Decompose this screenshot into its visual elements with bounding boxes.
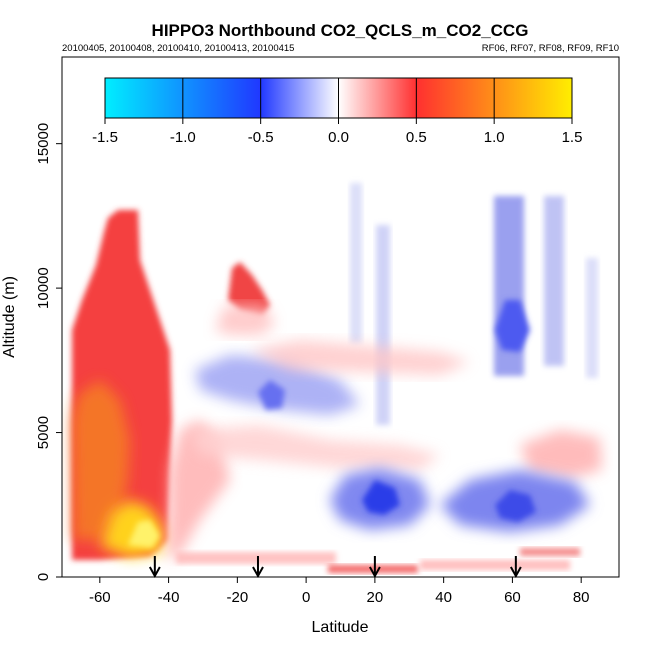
colorbar-tick-label: -0.5 [248,129,274,146]
colorbar-tick-label: -1.0 [170,129,196,146]
y-axis-label: Altitude (m) [1,276,18,358]
chart-title: HIPPO3 Northbound CO2_QCLS_m_CO2_CCG [152,21,529,40]
tropical-blue-core [258,380,285,410]
x-tick-label: -60 [89,589,111,606]
x-tick-label: -40 [158,589,180,606]
y-axis: 0 5000 10000 15000 [35,123,62,581]
equatorial-lower-positive-band [190,425,440,470]
profile-column-1 [350,183,362,343]
northern-mid-negative-core [495,490,536,522]
x-tick-label: 40 [435,589,452,606]
profile-column-2 [376,225,390,425]
southern-midlevel-orange-region [72,380,130,540]
colorbar-tick-label: 1.5 [562,129,583,146]
colorbar: -1.5 -1.0 -0.5 0.0 0.5 1.0 1.5 [92,77,583,146]
colorbar-tick-label: 0.5 [406,129,427,146]
y-tick-label: 5000 [35,416,52,449]
flight-arrow-icon [252,556,264,579]
subtropical-plume-region [228,262,270,315]
x-axis-label: Latitude [312,619,369,636]
colorbar-tick-label: 0.0 [328,129,349,146]
profile-column-5 [586,258,598,378]
equatorial-negative-core [362,480,400,515]
flight-arrows [148,556,522,579]
flight-arrow-icon [148,556,161,579]
profile-column-4 [544,196,564,366]
chart-subtitle-dates: 20100405, 20100408, 20100410, 20100413, … [62,43,294,54]
northern-positive-band-region [520,430,602,478]
x-axis: -60 -40 -20 0 20 40 60 80 [89,576,590,606]
x-tick-label: -20 [227,589,249,606]
x-tick-label: 0 [302,589,310,606]
flight-arrow-icon [369,556,381,579]
northern-upper-negative-core [495,300,530,352]
surface-positive-strip-4 [520,548,580,556]
x-tick-label: 60 [504,589,521,606]
surface-positive-strip-1 [176,552,336,564]
y-tick-label: 15000 [35,123,52,165]
chart-subtitle-flights: RF06, RF07, RF08, RF09, RF10 [482,43,619,54]
heatmap-field [72,183,602,573]
surface-positive-strip-3 [420,560,570,570]
southern-surface-max-core [128,520,160,548]
flight-arrow-icon [509,556,522,579]
midlevel-positive-band [250,340,470,375]
colorbar-tick-label: 1.0 [484,129,505,146]
x-tick-label: 20 [367,589,384,606]
x-tick-label: 80 [573,589,590,606]
surface-positive-strip-2 [328,565,418,573]
y-tick-label: 0 [35,573,52,581]
colorbar-tick-label: -1.5 [92,129,118,146]
subtropical-fringe [215,305,275,335]
y-tick-label: 10000 [35,267,52,309]
